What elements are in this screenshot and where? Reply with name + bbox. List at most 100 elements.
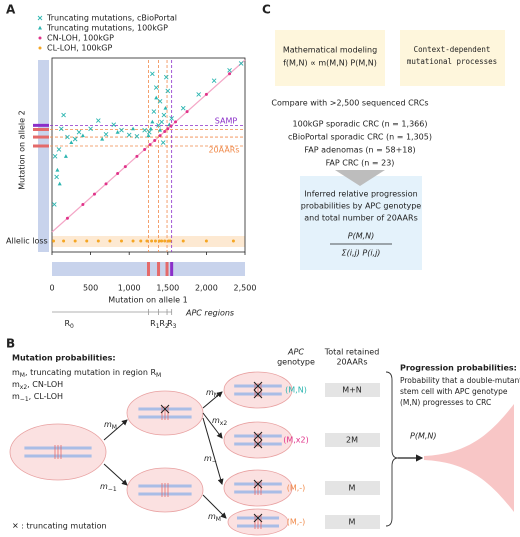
point <box>146 133 151 138</box>
mutation-cross <box>253 439 263 449</box>
genotype-header: APC <box>287 348 304 357</box>
point <box>143 147 147 151</box>
point <box>231 239 235 243</box>
x-tick-label: 1,000 <box>118 284 141 293</box>
y-axis-label: Mutation on allele 2 <box>18 110 27 189</box>
point <box>196 92 201 97</box>
point <box>69 140 74 145</box>
arrow-label: mN <box>206 388 218 400</box>
point <box>57 181 62 186</box>
subscript: x2 <box>220 420 228 427</box>
model-text: Mathematical modeling <box>283 46 377 55</box>
text-run: m <box>104 420 112 429</box>
point <box>145 239 149 243</box>
subscript: M <box>20 372 25 379</box>
total-box <box>325 481 380 495</box>
point-stroke <box>142 127 147 133</box>
legend-label: CL-LOH, 100kGP <box>47 44 112 53</box>
region-bar <box>157 262 161 276</box>
arrow <box>202 412 223 439</box>
arrow <box>202 494 227 519</box>
point-stroke <box>169 116 174 121</box>
arrow-label: mx2 <box>212 416 227 428</box>
point <box>163 239 167 243</box>
point <box>135 154 139 158</box>
mutation-cross <box>253 479 263 489</box>
x-tick-label: 500 <box>83 284 98 293</box>
total: M <box>349 484 356 493</box>
samp-label: SAMP <box>215 117 238 126</box>
mutation-cross <box>160 404 170 414</box>
point <box>146 129 152 135</box>
point <box>163 105 168 110</box>
region-bar <box>165 262 169 276</box>
context-box <box>400 30 505 86</box>
mutation-item: m−1, CL-LOH <box>12 392 63 404</box>
context-text: mutational processes <box>407 57 497 66</box>
cohort: cBioPortal sporadic CRC (n = 1,305) <box>288 133 432 142</box>
mutation-cross <box>253 513 263 523</box>
point <box>238 61 244 66</box>
x-tick-label: 2,500 <box>234 284 257 293</box>
arrow <box>202 417 224 485</box>
text-run: m <box>12 392 20 401</box>
genotype: (M,N) <box>285 386 307 395</box>
text-run: m <box>206 388 214 397</box>
total: M+N <box>342 386 362 395</box>
point <box>119 239 123 243</box>
point-stroke <box>51 202 57 207</box>
point-stroke <box>111 122 117 127</box>
arrow-label: m− <box>204 454 217 466</box>
subscript: 1 <box>156 323 160 330</box>
point <box>158 127 163 132</box>
genotype: (M,-) <box>287 484 306 493</box>
point <box>61 112 66 118</box>
point-stroke <box>227 68 232 73</box>
subscript: N <box>214 392 219 399</box>
denominator: Σ(i,j) P(i,j) <box>342 249 381 258</box>
subscript: M <box>216 516 221 523</box>
legend-marker <box>37 15 43 21</box>
mutation-legend: ✕ : truncating mutation <box>12 522 107 531</box>
point-stroke <box>238 61 244 66</box>
mutation-item: mx2, CN-LOH <box>12 380 63 392</box>
legend-marker <box>38 46 42 50</box>
point <box>150 239 154 243</box>
panel-label: A <box>6 3 16 17</box>
mutation-item: mM, truncating mutation in region RM <box>12 368 161 380</box>
legend-label: Truncating mutations, 100kGP <box>46 24 168 33</box>
point <box>150 71 155 77</box>
point <box>72 136 78 142</box>
point-stroke <box>153 85 159 90</box>
text-run: m <box>12 380 20 389</box>
region-bar <box>33 127 49 131</box>
arrow <box>103 463 128 486</box>
point <box>180 105 186 111</box>
point <box>52 154 58 159</box>
arrow <box>103 419 128 441</box>
allelic-loss-label: Allelic loss <box>6 237 48 246</box>
genotype-header: genotype <box>277 358 315 367</box>
region-bar <box>33 144 49 148</box>
cohort: FAP adenomas (n = 58+18) <box>304 146 415 155</box>
point <box>160 239 164 243</box>
point <box>154 95 159 100</box>
point-stroke <box>196 92 201 97</box>
point-stroke <box>52 154 58 159</box>
subscript: −1 <box>20 396 29 403</box>
point-stroke <box>103 131 109 137</box>
point <box>119 127 124 133</box>
region-label: R3 <box>167 319 177 331</box>
point-stroke <box>88 126 93 132</box>
legend-label: Truncating mutations, cBioPortal <box>46 14 177 23</box>
progression-heading: Progression probabilities: <box>400 364 517 373</box>
aars-label: 20AARs <box>208 146 239 155</box>
progression-text: (M,N) progresses to CRC <box>400 398 491 407</box>
region-bar <box>33 123 49 127</box>
region-axis-label: APC regions <box>185 309 234 318</box>
region-label: R0 <box>64 319 74 331</box>
subscript: M <box>156 372 161 379</box>
total: M <box>349 518 356 527</box>
point <box>169 124 173 128</box>
point-stroke <box>72 136 78 142</box>
